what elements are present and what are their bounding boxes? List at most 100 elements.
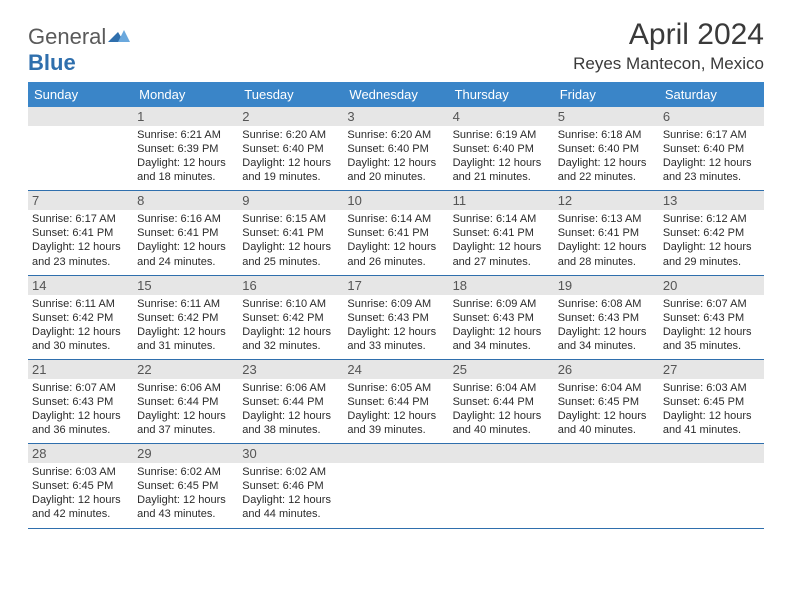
daylight-line: Daylight: 12 hours and 26 minutes. (347, 241, 436, 267)
day-cell: 16Sunrise: 6:10 AMSunset: 6:42 PMDayligh… (238, 275, 343, 359)
daylight-line: Daylight: 12 hours and 23 minutes. (663, 157, 752, 183)
daylight-line: Daylight: 12 hours and 29 minutes. (663, 241, 752, 267)
daylight-line: Daylight: 12 hours and 28 minutes. (558, 241, 647, 267)
day-details: Sunrise: 6:04 AM Sunset: 6:45 PM Daylight:… (558, 381, 655, 437)
sunrise-line: Sunrise: 6:04 AM (453, 382, 537, 394)
sunset-line: Sunset: 6:42 PM (663, 227, 744, 239)
sunrise-line: Sunrise: 6:03 AM (32, 466, 116, 478)
day-details: Sunrise: 6:03 AMSunset: 6:45 PMDaylight:… (32, 465, 129, 521)
sunset-line: Sunset: 6:45 PM (663, 396, 744, 408)
sunset-line: Sunset: 6:40 PM (663, 143, 744, 155)
day-number: 9 (238, 191, 343, 210)
day-number: 1 (133, 107, 238, 126)
day-cell: 26Sunrise: 6:04 AMSunset: 6:45 PMDayligh… (554, 359, 659, 443)
day-cell: 7 Sunrise: 6:17 AMSunset: 6:41 PMDaylight… (28, 191, 133, 275)
day-details: Sunrise: 6:07 AMSunset: 6:43 PMDaylight:… (663, 297, 760, 353)
day-details: Sunrise: 6:06 AMSunset: 6:44 PMDaylight:… (242, 381, 339, 437)
day-cell: 17Sunrise: 6:09 AMSunset: 6:43 PMDayligh… (343, 275, 448, 359)
dow-header: Tuesday (238, 82, 343, 107)
sunrise-line: Sunrise: 6:14 AM (347, 213, 431, 225)
week-row: 1 Sunrise: 6:21 AMSunset: 6:39 PMDaylight… (28, 107, 764, 191)
day-details: Sunrise: 6:10 AMSunset: 6:42 PMDaylight:… (242, 297, 339, 353)
day-number: 21 (28, 360, 133, 379)
day-number: 12 (554, 191, 659, 210)
day-details: Sunrise: 6:09 AMSunset: 6:43 PMDaylight:… (453, 297, 550, 353)
sunset-line: Sunset: 6:40 PM (558, 143, 639, 155)
logo: GeneralBlue (28, 24, 130, 76)
day-details: Sunrise: 6:18 AMSunset: 6:40 PMDaylight:… (558, 128, 655, 184)
location: Reyes Mantecon, Mexico (573, 54, 764, 74)
sunset-line: Sunset: 6:43 PM (663, 312, 744, 324)
day-number: 14 (28, 276, 133, 295)
week-row: 28Sunrise: 6:03 AMSunset: 6:45 PMDayligh… (28, 444, 764, 528)
sunrise-line: Sunrise: 6:20 AM (242, 129, 326, 141)
day-details: Sunrise: 6:15 AMSunset: 6:41 PMDaylight:… (242, 212, 339, 268)
day-details: Sunrise: 6:21 AMSunset: 6:39 PMDaylight:… (137, 128, 234, 184)
day-cell: 2Sunrise: 6:20 AMSunset: 6:40 PMDaylight… (238, 107, 343, 191)
day-cell (449, 444, 554, 528)
day-details: Sunrise: 6:09 AMSunset: 6:43 PMDaylight:… (347, 297, 444, 353)
day-cell: 24Sunrise: 6:05 AMSunset: 6:44 PMDayligh… (343, 359, 448, 443)
sunset-line: Sunset: 6:44 PM (453, 396, 534, 408)
daynum-bar-empty (554, 444, 659, 463)
day-cell: 8Sunrise: 6:16 AMSunset: 6:41 PMDaylight… (133, 191, 238, 275)
day-details: Sunrise: 6:17 AMSunset: 6:41 PMDaylight:… (32, 212, 129, 268)
day-details: Sunrise: 6:06 AMSunset: 6:44 PMDaylight:… (137, 381, 234, 437)
day-details: Sunrise: 6:04 AMSunset: 6:44 PMDaylight:… (453, 381, 550, 437)
day-number: 24 (343, 360, 448, 379)
sunset-line: Sunset: 6:42 PM (137, 312, 218, 324)
day-details: Sunrise: 6:03 AMSunset: 6:45 PMDaylight:… (663, 381, 760, 437)
day-cell: 11Sunrise: 6:14 AMSunset: 6:41 PMDayligh… (449, 191, 554, 275)
daylight-line: Daylight: 12 hours and 23 minutes. (32, 241, 121, 267)
sunset-line: Sunset: 6:45 PM (558, 396, 639, 408)
sunset-line: Sunset: 6:41 PM (137, 227, 218, 239)
daynum-bar-empty (659, 444, 764, 463)
day-details: Sunrise: 6:14 AMSunset: 6:41 PMDaylight:… (347, 212, 444, 268)
daylight-line: Daylight: 12 hours and 21 minutes. (453, 157, 542, 183)
day-cell: 12Sunrise: 6:13 AMSunset: 6:41 PMDayligh… (554, 191, 659, 275)
sunrise-line: Sunrise: 6:04 AM (558, 382, 642, 394)
logo-mark-icon (108, 24, 130, 50)
day-details: Sunrise: 6:02 AMSunset: 6:45 PMDaylight:… (137, 465, 234, 521)
sunrise-line: Sunrise: 6:07 AM (32, 382, 116, 394)
day-number: 27 (659, 360, 764, 379)
daylight-line: Daylight: 12 hours and 36 minutes. (32, 410, 121, 436)
sunset-line: Sunset: 6:43 PM (558, 312, 639, 324)
daylight-line: Daylight: 12 hours and 27 minutes. (453, 241, 542, 267)
daylight-line: Daylight: 12 hours and 37 minutes. (137, 410, 226, 436)
day-cell: 29 Sunrise: 6:02 AMSunset: 6:45 PMDayligh… (133, 444, 238, 528)
sunset-line: Sunset: 6:41 PM (453, 227, 534, 239)
day-number: 6 (659, 107, 764, 126)
logo-text: GeneralBlue (28, 24, 130, 76)
day-number: 22 (133, 360, 238, 379)
daylight-line: Daylight: 12 hours and 41 minutes. (663, 410, 752, 436)
day-cell: 4Sunrise: 6:19 AMSunset: 6:40 PMDaylight… (449, 107, 554, 191)
day-cell: 5Sunrise: 6:18 AMSunset: 6:40 PMDaylight… (554, 107, 659, 191)
day-number: 7 (28, 191, 133, 210)
day-number: 8 (133, 191, 238, 210)
day-cell: 10Sunrise: 6:14 AMSunset: 6:41 PMDayligh… (343, 191, 448, 275)
dow-header: Wednesday (343, 82, 448, 107)
sunrise-line: Sunrise: 6:09 AM (453, 298, 537, 310)
sunrise-line: Sunrise: 6:06 AM (242, 382, 326, 394)
day-cell: 13Sunrise: 6:12 AMSunset: 6:42 PMDayligh… (659, 191, 764, 275)
daylight-line: Daylight: 12 hours and 22 minutes. (558, 157, 647, 183)
sunrise-line: Sunrise: 6:09 AM (347, 298, 431, 310)
day-details: Sunrise: 6:20 AMSunset: 6:40 PMDaylight:… (347, 128, 444, 184)
sunset-line: Sunset: 6:44 PM (347, 396, 428, 408)
sunset-line: Sunset: 6:43 PM (453, 312, 534, 324)
dow-row: SundayMondayTuesdayWednesdayThursdayFrid… (28, 82, 764, 107)
sunrise-line: Sunrise: 6:02 AM (137, 466, 221, 478)
day-cell: 14Sunrise: 6:11 AMSunset: 6:42 PMDayligh… (28, 275, 133, 359)
day-number: 29 (133, 444, 238, 463)
day-cell: 23Sunrise: 6:06 AMSunset: 6:44 PMDayligh… (238, 359, 343, 443)
day-details: Sunrise: 6:11 AMSunset: 6:42 PMDaylight:… (137, 297, 234, 353)
day-cell: 27 Sunrise: 6:03 AMSunset: 6:45 PMDayligh… (659, 359, 764, 443)
day-details: Sunrise: 6:02 AMSunset: 6:46 PMDaylight:… (242, 465, 339, 521)
day-details: Sunrise: 6:19 AMSunset: 6:40 PMDaylight:… (453, 128, 550, 184)
daylight-line: Daylight: 12 hours and 30 minutes. (32, 326, 121, 352)
daylight-line: Daylight: 12 hours and 40 minutes. (558, 410, 647, 436)
sunset-line: Sunset: 6:42 PM (242, 312, 323, 324)
day-cell (343, 444, 448, 528)
day-number: 11 (449, 191, 554, 210)
